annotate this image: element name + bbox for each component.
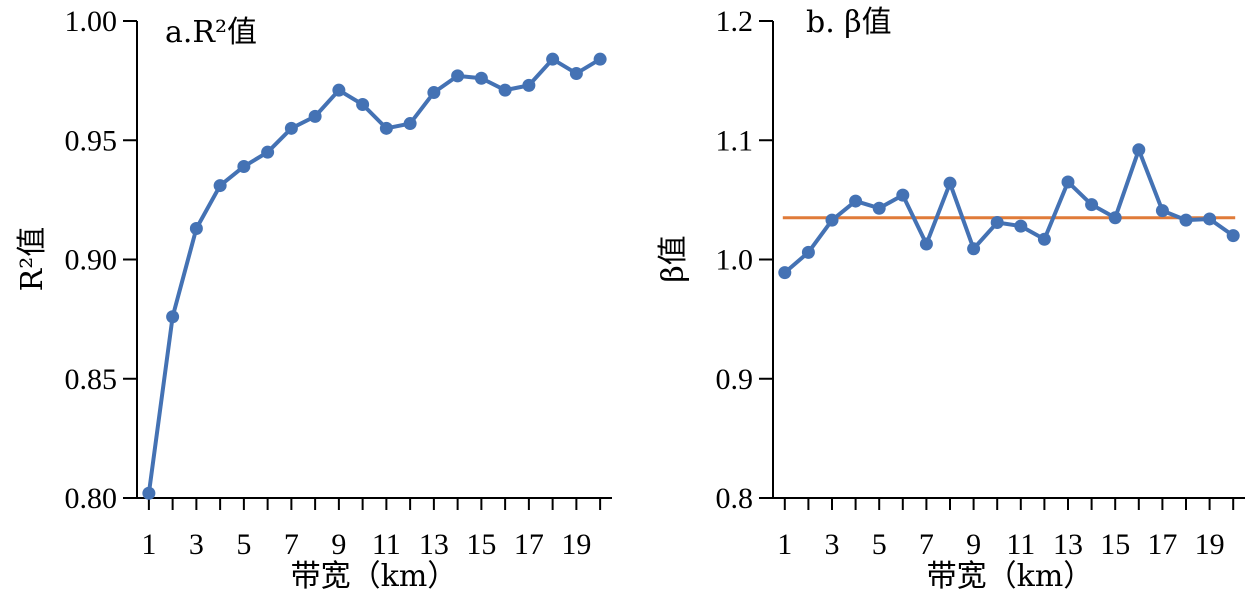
data-point-beta-4 bbox=[872, 201, 886, 215]
data-point-beta-10 bbox=[1014, 219, 1028, 233]
data-point-r2-1 bbox=[166, 310, 180, 324]
y-axis-title-beta: β值 bbox=[656, 235, 691, 282]
data-point-beta-7 bbox=[943, 176, 957, 190]
data-point-r2-17 bbox=[546, 52, 560, 66]
data-point-r2-4 bbox=[237, 159, 251, 173]
data-point-beta-14 bbox=[1108, 211, 1122, 225]
x-tick-label-r2-1: 3 bbox=[189, 528, 204, 561]
panel-beta: b. β值 0.80.91.01.11.2 1 3 5 7 9 11 13 15 17 19 β值… bbox=[656, 5, 1245, 594]
data-point-r2-8 bbox=[332, 83, 346, 97]
x-tick-label-r2-0: 1 bbox=[141, 528, 156, 561]
x-axis-title-r2: 带宽（km） bbox=[291, 559, 458, 594]
data-points-r2 bbox=[142, 52, 607, 500]
x-tick-label-r2-9: 19 bbox=[561, 528, 591, 561]
data-point-beta-5 bbox=[896, 188, 910, 202]
x-ticks-beta: 1 3 5 7 9 11 13 15 17 19 bbox=[777, 498, 1235, 561]
y-tick-label-beta-2: 1.0 bbox=[716, 244, 754, 277]
data-point-beta-18 bbox=[1203, 212, 1217, 226]
data-point-r2-9 bbox=[356, 97, 370, 111]
y-ticks-beta: 0.8 0.9 1.0 1.1 1.2 bbox=[716, 5, 773, 515]
y-tick-label-beta-3: 1.1 bbox=[716, 124, 754, 157]
x-tick-label-beta-8: 17 bbox=[1147, 528, 1177, 561]
x-tick-label-r2-5: 11 bbox=[372, 528, 401, 561]
x-tick-label-r2-8: 17 bbox=[514, 528, 544, 561]
x-tick-label-beta-4: 9 bbox=[966, 528, 981, 561]
data-point-r2-18 bbox=[569, 66, 583, 80]
data-point-r2-12 bbox=[427, 86, 441, 100]
y-tick-label-r2-4: 1.00 bbox=[65, 5, 118, 38]
panel-title-r2: a.R²值 bbox=[165, 15, 257, 50]
data-point-beta-3 bbox=[849, 194, 863, 208]
x-tick-label-beta-3: 7 bbox=[919, 528, 934, 561]
panel-r2: a.R²值 0.800.850.900.951.00 1 3 5 7 9 11 13 15 17… bbox=[15, 5, 612, 594]
x-tick-label-r2-2: 5 bbox=[236, 528, 251, 561]
data-point-r2-13 bbox=[451, 69, 465, 83]
data-point-beta-0 bbox=[778, 266, 792, 280]
data-point-r2-19 bbox=[593, 52, 607, 66]
data-point-beta-8 bbox=[967, 242, 981, 256]
y-tick-label-r2-0: 0.80 bbox=[65, 482, 118, 515]
y-tick-label-beta-4: 1.2 bbox=[716, 5, 754, 38]
data-point-beta-19 bbox=[1226, 229, 1240, 243]
x-tick-label-beta-7: 15 bbox=[1100, 528, 1130, 561]
data-point-beta-12 bbox=[1061, 175, 1075, 189]
data-point-r2-7 bbox=[308, 109, 322, 123]
y-tick-label-beta-1: 0.9 bbox=[716, 363, 754, 396]
x-axis-title-beta: 带宽（km） bbox=[927, 559, 1094, 594]
y-ticks-r2: 0.80 0.85 0.90 0.95 1.00 bbox=[65, 5, 137, 515]
y-tick-label-beta-0: 0.8 bbox=[716, 482, 754, 515]
data-point-beta-16 bbox=[1155, 204, 1169, 218]
data-point-r2-16 bbox=[522, 78, 536, 92]
x-tick-label-beta-5: 11 bbox=[1006, 528, 1035, 561]
data-point-beta-9 bbox=[990, 216, 1004, 230]
x-tick-label-r2-7: 15 bbox=[466, 528, 496, 561]
y-tick-label-r2-1: 0.85 bbox=[65, 363, 118, 396]
x-tick-label-beta-2: 5 bbox=[872, 528, 887, 561]
x-tick-label-r2-3: 7 bbox=[284, 528, 299, 561]
data-point-r2-3 bbox=[213, 179, 227, 193]
x-tick-label-beta-1: 3 bbox=[825, 528, 840, 561]
data-point-beta-2 bbox=[825, 213, 839, 227]
data-point-r2-10 bbox=[379, 121, 393, 135]
x-tick-label-beta-9: 19 bbox=[1195, 528, 1225, 561]
y-axis-title-r2: R²值 bbox=[15, 227, 50, 292]
data-point-beta-13 bbox=[1085, 198, 1099, 212]
data-points-beta bbox=[778, 143, 1240, 280]
x-tick-label-r2-6: 13 bbox=[419, 528, 449, 561]
data-point-r2-11 bbox=[403, 117, 417, 131]
data-point-beta-1 bbox=[801, 245, 815, 259]
data-point-r2-15 bbox=[498, 83, 512, 97]
x-ticks-r2: 1 3 5 7 9 11 13 15 17 19 bbox=[141, 498, 602, 561]
data-point-r2-2 bbox=[189, 221, 203, 235]
x-tick-label-beta-6: 13 bbox=[1053, 528, 1083, 561]
data-point-beta-11 bbox=[1037, 232, 1051, 246]
data-point-r2-0 bbox=[142, 486, 156, 500]
data-point-beta-6 bbox=[919, 237, 933, 251]
x-tick-label-r2-4: 9 bbox=[331, 528, 346, 561]
data-point-r2-14 bbox=[474, 71, 488, 85]
data-point-beta-15 bbox=[1132, 143, 1146, 157]
data-point-r2-6 bbox=[284, 121, 298, 135]
y-tick-label-r2-3: 0.95 bbox=[65, 124, 118, 157]
data-point-r2-5 bbox=[261, 145, 275, 159]
series-line-r2 bbox=[146, 57, 602, 494]
panel-title-beta: b. β值 bbox=[806, 5, 892, 40]
y-tick-label-r2-2: 0.90 bbox=[65, 244, 118, 277]
data-point-beta-17 bbox=[1179, 213, 1193, 227]
x-tick-label-beta-0: 1 bbox=[777, 528, 792, 561]
